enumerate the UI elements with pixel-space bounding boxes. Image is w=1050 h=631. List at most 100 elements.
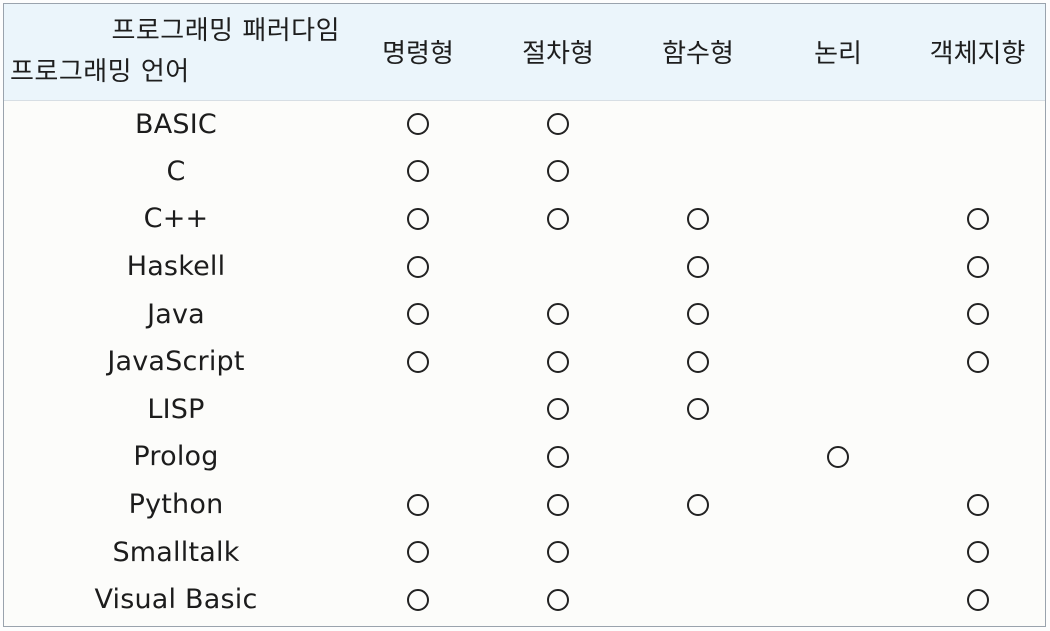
support-cell-imperative [348,148,488,196]
support-cell-object-oriented [908,100,1045,148]
language-name-cell: JavaScript [107,346,245,378]
paradigm-table: 프로그래밍 패러다임 프로그래밍 언어 명령형 절차형 함수형 논리 객체지향 … [4,4,1045,624]
support-cell-object-oriented [908,528,1045,576]
paradigm-header-object-oriented: 객체지향 [908,4,1045,101]
circle-mark-icon [407,350,429,373]
support-cell-functional [628,100,768,148]
circle-mark-icon [547,113,569,136]
support-cell-logic [768,433,908,481]
support-cell-functional [628,433,768,481]
circle-mark-icon [687,350,709,373]
support-cell-object-oriented [908,576,1045,624]
language-name-cell: Haskell [126,251,226,283]
support-cell-procedural [488,243,628,291]
circle-mark-icon [547,398,569,421]
circle-mark-icon [547,350,569,373]
paradigm-header-functional: 함수형 [628,4,768,101]
circle-mark-icon [687,303,709,326]
circle-mark-icon [407,541,429,564]
support-cell-object-oriented [908,481,1045,529]
circle-mark-icon [687,255,709,278]
support-cell-logic [768,148,908,196]
support-cell-procedural [488,148,628,196]
circle-mark-icon [966,303,989,326]
support-cell-functional [628,576,768,624]
circle-mark-icon [407,160,429,183]
support-cell-procedural [488,290,628,338]
table-row: Visual Basic [4,576,1045,624]
support-cell-logic [768,290,908,338]
circle-mark-icon [547,207,569,230]
support-cell-object-oriented [908,386,1045,434]
circle-mark-icon [407,493,429,516]
circle-mark-icon [966,350,989,373]
support-cell-logic [768,481,908,529]
language-name-cell: Visual Basic [94,584,258,616]
support-cell-logic [768,576,908,624]
support-cell-procedural [488,195,628,243]
support-cell-imperative [348,386,488,434]
support-cell-procedural [488,481,628,529]
circle-mark-icon [547,445,569,468]
support-cell-imperative [348,243,488,291]
circle-mark-icon [407,303,429,326]
circle-mark-icon [966,255,989,278]
circle-mark-icon [687,398,709,421]
support-cell-imperative [348,100,488,148]
support-cell-object-oriented [908,148,1045,196]
paradigm-header-logic: 논리 [768,4,908,101]
support-cell-object-oriented [908,195,1045,243]
table-row: Haskell [4,243,1045,291]
table-row: C++ [4,195,1045,243]
support-cell-logic [768,338,908,386]
support-cell-procedural [488,528,628,576]
language-axis-label: 프로그래밍 언어 [10,57,190,87]
support-cell-imperative [348,433,488,481]
support-cell-imperative [348,528,488,576]
header-row: 프로그래밍 패러다임 프로그래밍 언어 명령형 절차형 함수형 논리 객체지향 [4,4,1045,101]
support-cell-functional [628,528,768,576]
support-cell-functional [628,195,768,243]
circle-mark-icon [407,207,429,230]
support-cell-object-oriented [908,433,1045,481]
support-cell-logic [768,195,908,243]
support-cell-procedural [488,576,628,624]
support-cell-procedural [488,386,628,434]
table-row: BASIC [4,100,1045,148]
paradigm-header-imperative: 명령형 [348,4,488,101]
corner-header-cell: 프로그래밍 패러다임 프로그래밍 언어 [4,4,348,101]
support-cell-logic [768,243,908,291]
circle-mark-icon [407,255,429,278]
support-cell-imperative [348,195,488,243]
support-cell-logic [768,100,908,148]
table-row: LISP [4,386,1045,434]
support-cell-procedural [488,100,628,148]
table-row: Prolog [4,433,1045,481]
language-name-cell: Python [128,489,224,521]
table-row: Python [4,481,1045,529]
circle-mark-icon [966,588,989,611]
language-name-cell: Java [147,298,205,330]
circle-mark-icon [547,588,569,611]
support-cell-functional [628,481,768,529]
circle-mark-icon [547,303,569,326]
support-cell-procedural [488,433,628,481]
support-cell-functional [628,338,768,386]
support-cell-object-oriented [908,338,1045,386]
support-cell-imperative [348,576,488,624]
circle-mark-icon [407,113,429,136]
support-cell-functional [628,243,768,291]
language-name-cell: LISP [147,393,205,425]
circle-mark-icon [547,493,569,516]
support-cell-object-oriented [908,243,1045,291]
table-row: Smalltalk [4,528,1045,576]
circle-mark-icon [687,207,709,230]
language-name-cell: BASIC [135,108,217,140]
circle-mark-icon [966,493,989,516]
circle-mark-icon [687,493,709,516]
circle-mark-icon [547,160,569,183]
table-row: C [4,148,1045,196]
language-name-cell: C++ [143,203,209,235]
table-row: JavaScript [4,338,1045,386]
language-name-cell: Smalltalk [112,536,240,568]
